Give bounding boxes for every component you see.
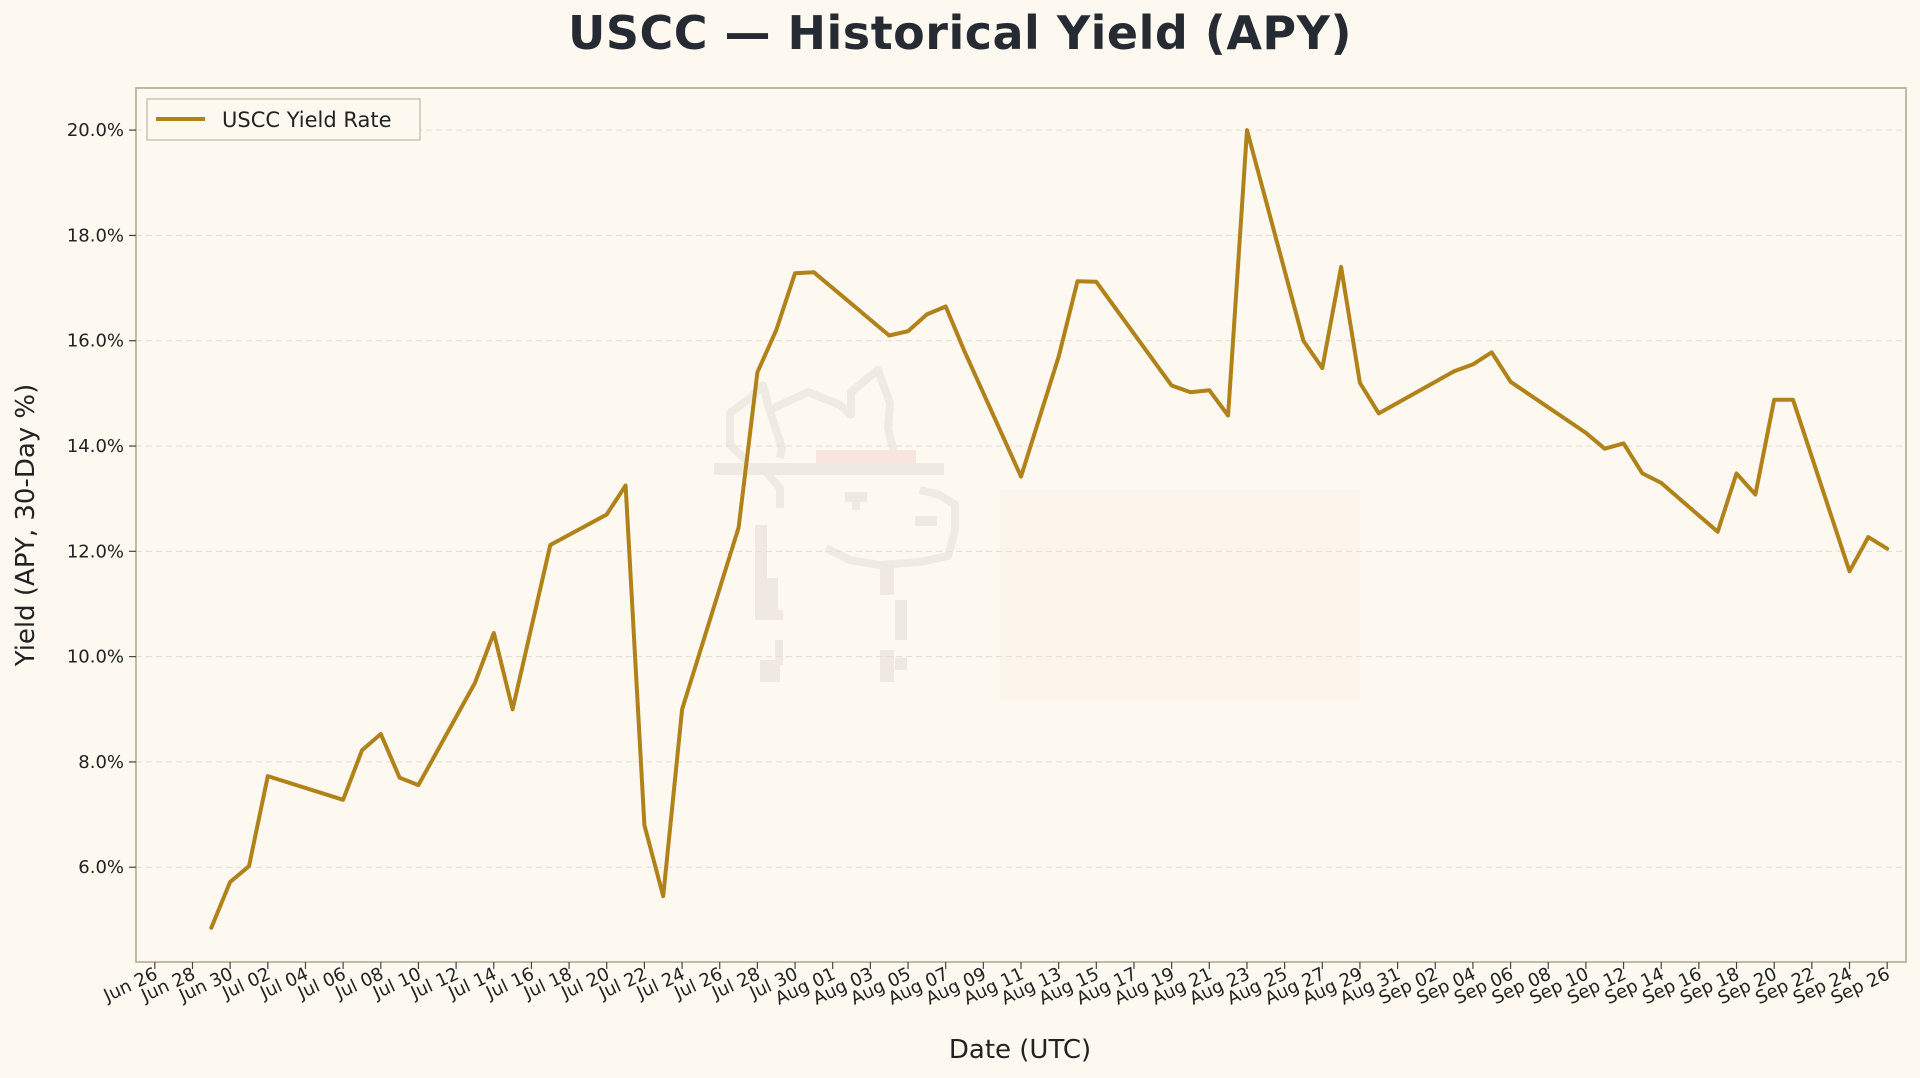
legend-label: USCC Yield Rate: [222, 108, 392, 132]
legend: USCC Yield Rate: [146, 98, 421, 141]
y-tick-label: 6.0%: [78, 857, 124, 878]
y-tick-label: 18.0%: [67, 225, 124, 246]
grid-lines: [136, 129, 1906, 868]
y-axis-title: Yield (APY, 30-Day %): [11, 384, 41, 668]
y-axis: 6.0% 8.0% 10.0% 12.0% 14.0% 16.0% 18.0% 20.0%: [67, 120, 136, 878]
series-layer: [209, 128, 1890, 930]
y-tick-label: 8.0%: [78, 752, 124, 773]
y-tick-label: 16.0%: [67, 331, 124, 352]
y-tick-label: 14.0%: [67, 436, 124, 457]
chart-title: USCC — Historical Yield (APY): [568, 6, 1352, 60]
y-tick-label: 10.0%: [67, 647, 124, 668]
watermark-mascot-icon: [714, 366, 1360, 700]
y-tick-label: 12.0%: [67, 541, 124, 562]
y-tick-label: 20.0%: [67, 120, 124, 141]
x-axis-title: Date (UTC): [949, 1035, 1091, 1065]
